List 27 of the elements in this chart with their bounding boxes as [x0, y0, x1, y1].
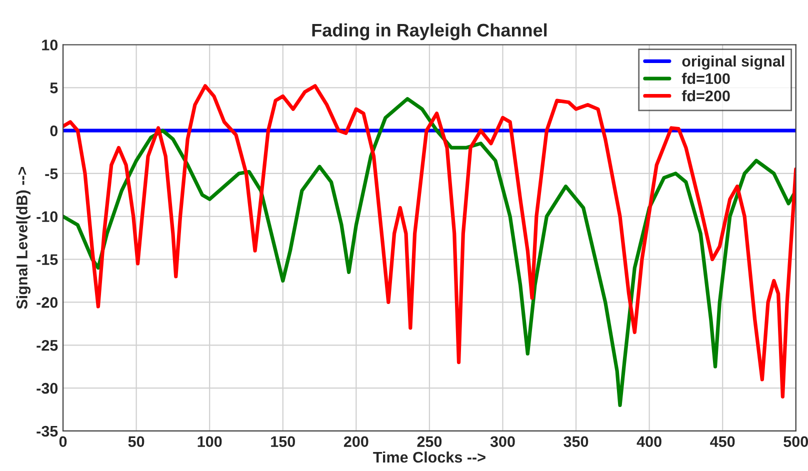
- x-tick-label: 500: [784, 436, 808, 448]
- y-tick-label: 0: [50, 125, 58, 136]
- y-tick-label: -5: [45, 168, 58, 180]
- y-tick-label: -15: [36, 254, 58, 265]
- y-tick-label: -20: [36, 297, 58, 308]
- y-tick-label: -35: [36, 426, 58, 437]
- x-tick-label: 0: [59, 436, 67, 448]
- x-tick-label: 400: [636, 436, 662, 448]
- x-tick-label: 100: [198, 436, 222, 448]
- x-tick-label: 50: [128, 436, 144, 448]
- legend-label: fd=100: [682, 72, 730, 84]
- x-tick-label: 450: [710, 436, 735, 448]
- y-tick-label: -25: [36, 340, 58, 351]
- x-tick-label: 300: [490, 436, 515, 448]
- legend-label: fd=200: [682, 90, 730, 102]
- y-tick-label: -10: [36, 211, 58, 222]
- y-tick-label: 5: [50, 82, 58, 94]
- x-tick-label: 350: [564, 436, 588, 448]
- x-tick-label: 150: [271, 436, 295, 448]
- x-tick-label: 250: [417, 436, 442, 448]
- y-tick-label: -30: [36, 382, 58, 394]
- legend-label: original signal: [682, 55, 784, 70]
- y-tick-label: 10: [42, 40, 58, 50]
- y-axis-title: Signal Level(dB) -->: [16, 166, 31, 309]
- x-tick-label: 200: [344, 436, 368, 448]
- chart-title: Fading in Rayleigh Channel: [312, 23, 547, 40]
- x-axis-title: Time Clocks -->: [373, 451, 486, 463]
